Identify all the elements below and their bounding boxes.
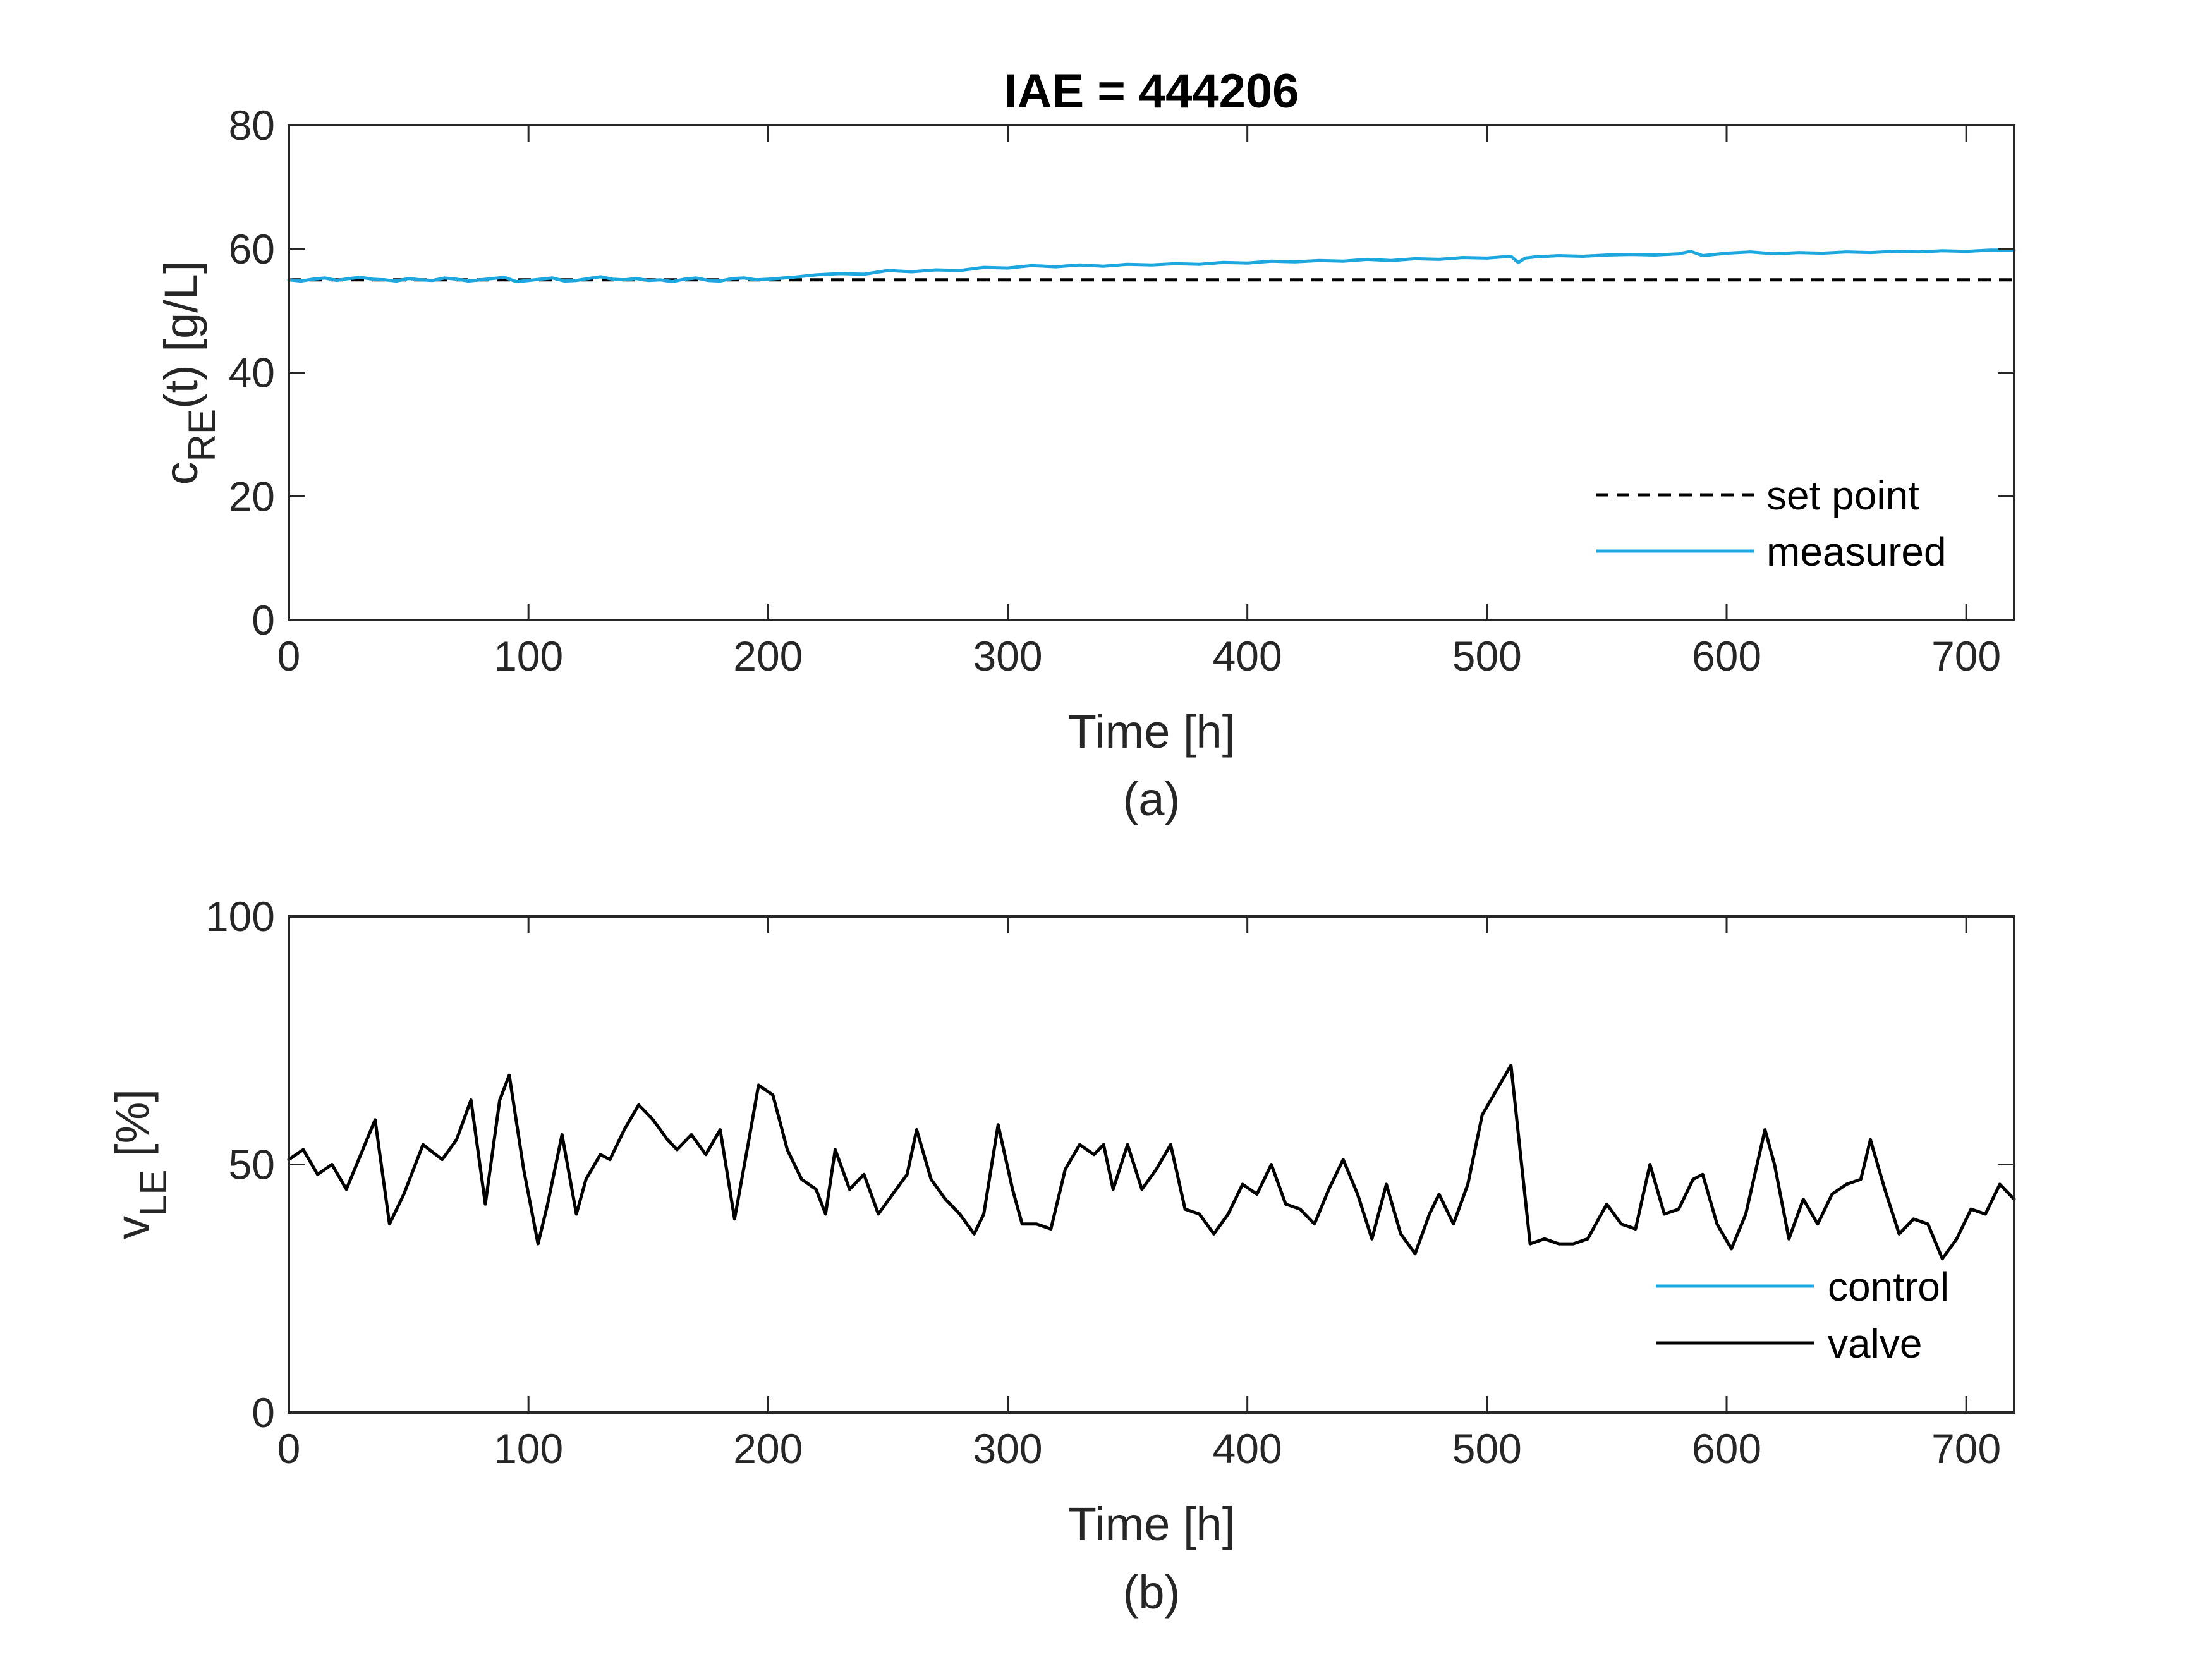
- chart-b-x-axis-label: Time [h]: [1068, 1498, 1236, 1550]
- x-tick-label: 500: [1452, 633, 1522, 679]
- x-tick-label: 400: [1213, 633, 1282, 679]
- y-tick-label: 0: [252, 597, 275, 643]
- x-tick-label: 600: [1692, 1425, 1761, 1472]
- svg-text:vLE [%]: vLE [%]: [106, 1089, 174, 1239]
- chart-b-plot-area: [287, 1064, 2016, 1261]
- y-tick-label: 60: [229, 226, 275, 272]
- x-tick-label: 500: [1452, 1425, 1522, 1472]
- x-tick-label: 400: [1213, 1425, 1282, 1472]
- chart-a-caption: (a): [1123, 773, 1180, 825]
- x-tick-label: 700: [1931, 1425, 2001, 1472]
- y-tick-label: 100: [205, 893, 275, 940]
- chart-b: 0 100 200 300 400 500 600 700 0 50 100 Time [h] (b…: [106, 893, 2016, 1619]
- y-tick-label: 50: [229, 1141, 275, 1188]
- x-tick-label: 700: [1931, 633, 2001, 679]
- chart-b-caption: (b): [1123, 1566, 1180, 1619]
- y-tick-label: 20: [229, 473, 275, 520]
- x-tick-label: 300: [973, 633, 1042, 679]
- series-line-valve: [287, 1064, 2016, 1261]
- y-tick-label: 0: [252, 1389, 275, 1436]
- x-tick-label: 300: [973, 1425, 1042, 1472]
- x-tick-label: 100: [494, 633, 563, 679]
- legend-label-setpoint: set point: [1766, 473, 1919, 518]
- chart-a: IAE = 444206 0 100 200 300 400 500 600 700 0 20 40…: [155, 64, 2016, 825]
- x-tick-label: 0: [277, 633, 301, 679]
- svg-text:cRE(t) [g/L]: cRE(t) [g/L]: [155, 261, 223, 485]
- y-tick-label: 40: [229, 349, 275, 396]
- chart-b-y-label-main: v: [106, 1216, 159, 1239]
- chart-a-title: IAE = 444206: [1004, 64, 1299, 118]
- series-line-measured: [287, 248, 2016, 284]
- legend-label-valve: valve: [1828, 1321, 1922, 1366]
- chart-b-axes-box: [288, 915, 2015, 1414]
- x-tick-label: 100: [494, 1425, 563, 1472]
- chart-a-y-axis-label: cRE(t) [g/L]: [155, 261, 223, 485]
- chart-b-y-axis-label: vLE [%]: [106, 1089, 174, 1239]
- chart-a-legend: set point measured: [1596, 473, 1947, 574]
- chart-a-x-axis-label: Time [h]: [1068, 705, 1236, 758]
- chart-a-ticks: 0 100 200 300 400 500 600 700 0 20 40 60 80: [229, 102, 2014, 679]
- x-tick-label: 0: [277, 1425, 301, 1472]
- chart-a-axes-box: [288, 124, 2015, 621]
- x-tick-label: 200: [733, 1425, 803, 1472]
- y-tick-label: 80: [229, 102, 275, 149]
- chart-b-legend: control valve: [1656, 1264, 1949, 1366]
- x-tick-label: 200: [733, 633, 803, 679]
- chart-b-ticks: 0 100 200 300 400 500 600 700 0 50 100: [205, 893, 2014, 1472]
- chart-a-plot-area: [287, 248, 2016, 284]
- chart-a-y-label-rest: (t) [g/L]: [155, 261, 207, 409]
- legend-label-control: control: [1828, 1264, 1949, 1310]
- chart-b-y-label-rest: [%]: [106, 1089, 159, 1169]
- x-tick-label: 600: [1692, 633, 1761, 679]
- chart-a-y-label-sub: RE: [181, 409, 223, 461]
- chart-a-y-label-main: c: [155, 461, 207, 485]
- legend-label-measured: measured: [1766, 529, 1947, 574]
- chart-b-y-label-sub: LE: [132, 1170, 174, 1216]
